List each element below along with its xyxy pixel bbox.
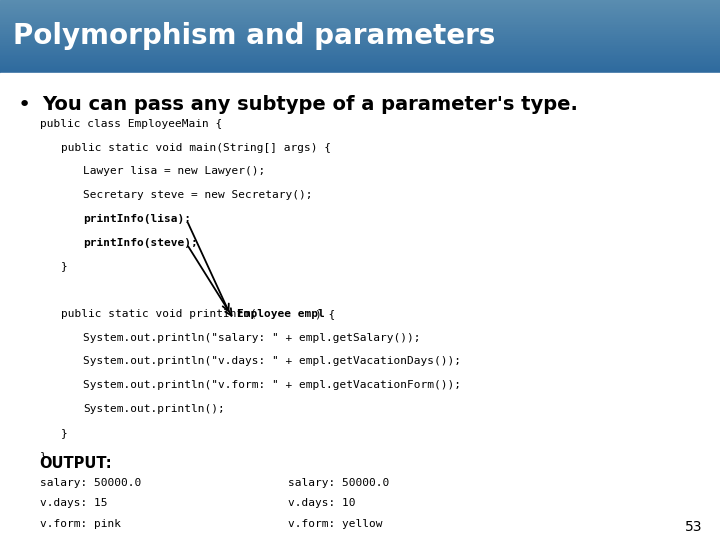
Bar [0, 26, 720, 28]
Bar [0, 43, 720, 44]
Bar [0, 37, 720, 38]
Bar [0, 1, 720, 2]
Bar [0, 18, 720, 19]
Text: printInfo(lisa);: printInfo(lisa); [83, 214, 191, 224]
Bar [0, 49, 720, 50]
Text: v.days: 10: v.days: 10 [288, 498, 356, 509]
Bar [0, 53, 720, 54]
Bar [0, 70, 720, 71]
Bar [0, 59, 720, 60]
Bar [0, 8, 720, 9]
Text: salary: 50000.0: salary: 50000.0 [40, 478, 141, 488]
Bar [0, 5, 720, 6]
Text: v.days: 15: v.days: 15 [40, 498, 107, 509]
Bar [0, 50, 720, 51]
Bar [0, 71, 720, 72]
Bar [0, 12, 720, 13]
Bar [0, 68, 720, 69]
Bar [0, 16, 720, 17]
Bar [0, 60, 720, 61]
Bar [0, 56, 720, 57]
Bar [0, 58, 720, 59]
Text: •: • [18, 94, 31, 114]
Bar [0, 24, 720, 25]
Text: ) {: ) { [315, 309, 336, 319]
Text: System.out.println();: System.out.println(); [83, 404, 225, 414]
Bar [0, 42, 720, 43]
Text: You can pass any subtype of a parameter's type.: You can pass any subtype of a parameter'… [42, 94, 577, 113]
Bar [0, 25, 720, 26]
Bar [0, 35, 720, 36]
Text: printInfo(steve);: printInfo(steve); [83, 238, 197, 248]
Bar [0, 46, 720, 48]
Bar [0, 23, 720, 24]
Text: }: } [61, 261, 68, 272]
Bar [0, 10, 720, 11]
Bar [0, 14, 720, 15]
Bar [0, 44, 720, 45]
Bar [0, 39, 720, 40]
Bar [0, 62, 720, 63]
Bar [0, 9, 720, 10]
Bar [0, 15, 720, 16]
Bar [0, 69, 720, 70]
Bar [0, 2, 720, 3]
Text: Secretary steve = new Secretary();: Secretary steve = new Secretary(); [83, 190, 312, 200]
Bar [0, 66, 720, 68]
Text: public static void printInfo(: public static void printInfo( [61, 309, 257, 319]
Text: System.out.println("salary: " + empl.getSalary());: System.out.println("salary: " + empl.get… [83, 333, 420, 343]
Text: }: } [61, 428, 68, 438]
Text: Employee empl: Employee empl [237, 309, 324, 319]
Bar [0, 17, 720, 18]
Text: OUTPUT:: OUTPUT: [40, 456, 112, 471]
Bar [0, 65, 720, 66]
Text: System.out.println("v.days: " + empl.getVacationDays());: System.out.println("v.days: " + empl.get… [83, 356, 461, 367]
Bar [0, 54, 720, 55]
Bar [0, 32, 720, 33]
Bar [0, 41, 720, 42]
Bar [0, 57, 720, 58]
Bar [0, 22, 720, 23]
Bar [0, 51, 720, 52]
Bar [0, 33, 720, 35]
Text: Polymorphism and parameters: Polymorphism and parameters [13, 23, 495, 50]
Bar [0, 30, 720, 31]
Bar [0, 6, 720, 7]
Bar [0, 21, 720, 22]
Text: 53: 53 [685, 519, 702, 534]
Text: salary: 50000.0: salary: 50000.0 [288, 478, 390, 488]
Bar [0, 3, 720, 4]
Bar [0, 72, 720, 73]
Bar [0, 38, 720, 39]
Bar [0, 31, 720, 32]
Bar [0, 4, 720, 5]
Bar [0, 29, 720, 30]
Bar [0, 61, 720, 62]
Bar [0, 19, 720, 20]
Bar [0, 40, 720, 41]
Text: System.out.println("v.form: " + empl.getVacationForm());: System.out.println("v.form: " + empl.get… [83, 380, 461, 390]
Bar [0, 52, 720, 53]
Text: }: } [40, 451, 46, 462]
Bar [0, 20, 720, 21]
Bar [0, 55, 720, 56]
Bar [0, 73, 720, 540]
Bar [0, 11, 720, 12]
Text: public class EmployeeMain {: public class EmployeeMain { [40, 119, 222, 129]
Text: v.form: pink: v.form: pink [40, 519, 121, 529]
Bar [0, 7, 720, 8]
Bar [0, 48, 720, 49]
Text: public static void main(String[] args) {: public static void main(String[] args) { [61, 143, 331, 153]
Bar [0, 63, 720, 64]
Bar [0, 36, 720, 37]
Bar [0, 45, 720, 46]
Bar [0, 28, 720, 29]
Bar [0, 64, 720, 65]
Text: v.form: yellow: v.form: yellow [288, 519, 382, 529]
Bar [0, 0, 720, 1]
Bar [0, 13, 720, 14]
Text: Lawyer lisa = new Lawyer();: Lawyer lisa = new Lawyer(); [83, 166, 265, 177]
